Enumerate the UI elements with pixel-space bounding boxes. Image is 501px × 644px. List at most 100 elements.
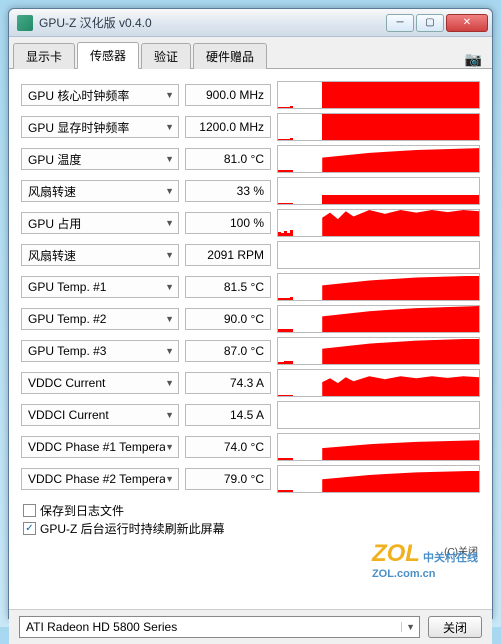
sensor-label: GPU Temp. #3 [28,344,165,358]
tab-0[interactable]: 显示卡 [13,43,75,69]
sensor-label-box[interactable]: 风扇转速▼ [21,180,179,202]
sensor-graph [277,433,480,461]
sensor-label: GPU 温度 [28,151,165,168]
device-select[interactable]: ATI Radeon HD 5800 Series ▼ [19,616,420,638]
sensor-label: GPU Temp. #1 [28,280,165,294]
chevron-down-icon: ▼ [165,154,174,164]
window-title: GPU-Z 汉化版 v0.4.0 [39,14,386,31]
sensor-label: GPU 显存时钟频率 [28,119,165,136]
sensor-label: 风扇转速 [28,247,165,264]
refresh-bg-label: GPU-Z 后台运行时持续刷新此屏幕 [40,520,225,537]
sensors-panel: GPU 核心时钟频率▼900.0 MHzGPU 显存时钟频率▼1200.0 MH… [9,69,492,609]
sensor-value: 100 % [185,212,271,234]
sensor-row: GPU Temp. #1▼ 81.5 °C [21,271,480,303]
sensor-graph [277,177,480,205]
sensor-label-box[interactable]: 风扇转速▼ [21,244,179,266]
sensor-label-box[interactable]: VDDC Phase #1 Temperat▼ [21,436,179,458]
sensor-row: VDDC Phase #2 Temperat▼79.0 °C [21,463,480,495]
sensor-label: VDDC Current [28,376,165,390]
sensor-row: 风扇转速▼ 2091 RPM [21,239,480,271]
save-log-label: 保存到日志文件 [40,502,124,519]
tab-bar: 显示卡传感器验证硬件赠品 📷 [9,37,492,69]
app-icon [17,15,33,31]
sensor-graph [277,241,480,269]
app-window: GPU-Z 汉化版 v0.4.0 ─ ▢ ✕ 显示卡传感器验证硬件赠品 📷 GP… [8,8,493,619]
sensor-label: GPU 核心时钟频率 [28,87,165,104]
sensor-graph [277,369,480,397]
sensor-label-box[interactable]: GPU 温度▼ [21,148,179,170]
sensor-row: 风扇转速▼ 33 % [21,175,480,207]
sensor-value: 81.5 °C [185,276,271,298]
sensor-label: VDDC Phase #2 Temperat [28,472,165,486]
chevron-down-icon: ▼ [401,622,415,632]
chevron-down-icon: ▼ [165,282,174,292]
device-select-value: ATI Radeon HD 5800 Series [26,620,177,634]
chevron-down-icon: ▼ [165,250,174,260]
watermark: ZOL 中关村在线 ZOL.com.cn [372,540,478,580]
chevron-down-icon: ▼ [165,442,174,452]
sensor-graph [277,113,480,141]
sensor-value: 900.0 MHz [185,84,271,106]
chevron-down-icon: ▼ [165,474,174,484]
sensor-graph [277,465,480,493]
sensor-value: 1200.0 MHz [185,116,271,138]
sensor-label-box[interactable]: GPU 核心时钟频率▼ [21,84,179,106]
sensor-label: VDDCI Current [28,408,165,422]
sensor-graph [277,81,480,109]
sensor-label-box[interactable]: GPU 显存时钟频率▼ [21,116,179,138]
chevron-down-icon: ▼ [165,346,174,356]
chevron-down-icon: ▼ [165,122,174,132]
sensor-value: 81.0 °C [185,148,271,170]
maximize-button[interactable]: ▢ [416,14,444,32]
sensor-row: VDDC Phase #1 Temperat▼ 74.0 °C [21,431,480,463]
sensor-row: GPU 温度▼ 81.0 °C [21,143,480,175]
sensor-label: GPU Temp. #2 [28,312,165,326]
sensor-row: GPU 显存时钟频率▼ 1200.0 MHz [21,111,480,143]
sensor-label-box[interactable]: VDDC Phase #2 Temperat▼ [21,468,179,490]
sensor-graph [277,209,480,237]
sensor-value: 2091 RPM [185,244,271,266]
sensor-row: GPU Temp. #3▼ 87.0 °C [21,335,480,367]
close-button[interactable]: ✕ [446,14,488,32]
sensor-value: 14.5 A [185,404,271,426]
tab-1[interactable]: 传感器 [77,42,139,69]
screenshot-icon[interactable]: 📷 [465,51,482,68]
save-log-row[interactable]: 保存到日志文件 [23,501,480,519]
chevron-down-icon: ▼ [165,218,174,228]
sensor-graph [277,305,480,333]
sensor-graph [277,401,480,429]
sensor-label: 风扇转速 [28,183,165,200]
tab-3[interactable]: 硬件赠品 [193,43,267,69]
sensor-label-box[interactable]: GPU 占用▼ [21,212,179,234]
titlebar[interactable]: GPU-Z 汉化版 v0.4.0 ─ ▢ ✕ [9,9,492,37]
sensor-row: GPU Temp. #2▼90.0 °C [21,303,480,335]
close-app-button[interactable]: 关闭 [428,616,482,638]
sensor-row: VDDC Current▼ 74.3 A [21,367,480,399]
sensor-graph [277,337,480,365]
sensor-label: VDDC Phase #1 Temperat [28,440,165,454]
sensor-label-box[interactable]: VDDC Current▼ [21,372,179,394]
save-log-checkbox[interactable] [23,504,36,517]
sensor-row: GPU 核心时钟频率▼ 900.0 MHz [21,79,480,111]
minimize-button[interactable]: ─ [386,14,414,32]
sensor-value: 74.0 °C [185,436,271,458]
tab-2[interactable]: 验证 [141,43,191,69]
refresh-bg-checkbox[interactable]: ✓ [23,522,36,535]
sensor-graph [277,273,480,301]
sensor-value: 33 % [185,180,271,202]
sensor-value: 87.0 °C [185,340,271,362]
sensor-value: 74.3 A [185,372,271,394]
refresh-bg-row[interactable]: ✓ GPU-Z 后台运行时持续刷新此屏幕 [23,519,480,537]
chevron-down-icon: ▼ [165,90,174,100]
sensor-row: VDDCI Current▼ 14.5 A [21,399,480,431]
sensor-row: GPU 占用▼ 100 % [21,207,480,239]
sensor-label-box[interactable]: GPU Temp. #3▼ [21,340,179,362]
sensor-label-box[interactable]: GPU Temp. #2▼ [21,308,179,330]
chevron-down-icon: ▼ [165,378,174,388]
chevron-down-icon: ▼ [165,314,174,324]
sensor-graph [277,145,480,173]
sensor-label-box[interactable]: GPU Temp. #1▼ [21,276,179,298]
sensor-label-box[interactable]: VDDCI Current▼ [21,404,179,426]
sensor-label: GPU 占用 [28,215,165,232]
chevron-down-icon: ▼ [165,410,174,420]
